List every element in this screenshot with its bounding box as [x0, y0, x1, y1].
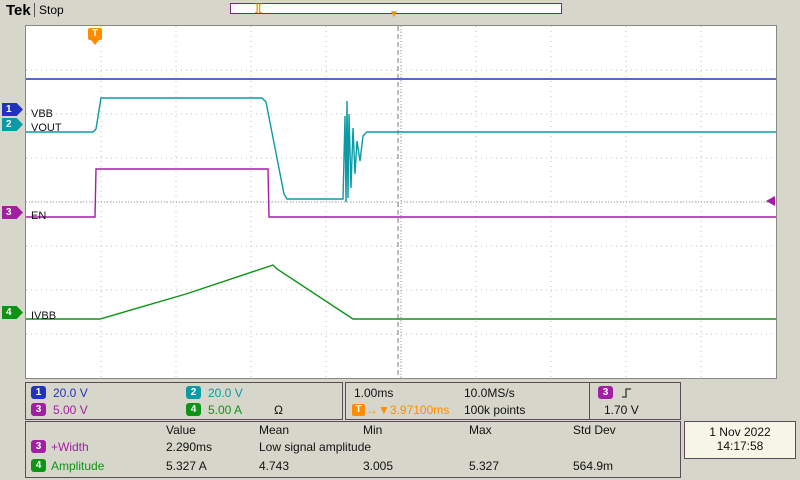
date-label: 1 Nov 2022 — [709, 425, 771, 439]
expansion-point-icon: ▼ — [389, 9, 399, 20]
sample-rate: 10.0MS/s — [464, 386, 515, 400]
col-header-mean: Mean — [259, 423, 290, 437]
horizontal-trigger-box: 1.00ms 10.0MS/s T →▼ 3.97100ms 100k poin… — [345, 382, 681, 420]
ch3-scale: 5.00 V — [53, 403, 88, 417]
position-flag-ch2[interactable]: 2 — [2, 118, 23, 131]
position-flag-ch1[interactable]: 1 — [2, 103, 23, 116]
meas-row2-badge: 4 — [31, 459, 46, 472]
col-header-value: Value — [166, 423, 196, 437]
meas-row2-max: 5.327 — [469, 459, 500, 473]
meas-row1-badge: 3 — [31, 440, 46, 453]
position-flag-ch3[interactable]: 3 — [2, 206, 23, 219]
graticule: T VBB VOUT EN IVBB — [25, 25, 777, 379]
trigger-position-marker[interactable]: T — [88, 28, 102, 45]
record-length: 100k points — [464, 403, 526, 417]
trigger-flag-icon[interactable]: T — [88, 28, 102, 40]
col-header-min: Min — [363, 423, 383, 437]
trigger-mini-flag-icon: T — [352, 404, 365, 416]
col-header-max: Max — [469, 423, 492, 437]
ch4-badge: 4 — [186, 403, 201, 416]
trigger-level: 1.70 V — [604, 403, 639, 417]
ch2-badge: 2 — [186, 386, 201, 399]
ch1-badge: 1 — [31, 386, 46, 399]
delay-readout: T →▼ 3.97100ms — [352, 403, 449, 417]
trace-label-ch2: VOUT — [31, 122, 62, 134]
ch2-trace — [26, 97, 776, 203]
ch4-impedance: Ω — [274, 403, 283, 417]
trigger-flag-stem-icon — [91, 40, 99, 45]
record-window-brackets-icon[interactable]: ][ — [255, 3, 262, 14]
ch3-trace — [26, 168, 776, 218]
delay-arrow-icon: →▼ — [366, 403, 390, 417]
meas-row2-min: 3.005 — [363, 459, 394, 473]
trigger-source-badge: 3 — [598, 386, 613, 399]
trace-label-ch4: IVBB — [31, 310, 57, 322]
ch2-scale: 20.0 V — [208, 386, 243, 400]
readout-divider — [589, 383, 590, 419]
time-label: 14:17:58 — [716, 439, 764, 453]
meas-row2-mean: 4.743 — [259, 459, 290, 473]
meas-row1-name: +Width — [51, 440, 89, 454]
trace-label-ch1: VBB — [31, 108, 54, 120]
brand-logo: Tek — [6, 2, 31, 19]
acquisition-status: Stop — [39, 3, 64, 17]
col-header-std: Std Dev — [573, 423, 616, 437]
timebase-scale: 1.00ms — [354, 386, 394, 400]
delay-value: 3.97100ms — [389, 403, 450, 417]
meas-row2-name: Amplitude — [51, 459, 105, 473]
meas-row2-std: 564.9m — [573, 459, 614, 473]
meas-row1-mean: Low signal amplitude — [259, 440, 372, 454]
ch4-scale: 5.00 A — [208, 403, 243, 417]
top-divider — [34, 3, 35, 17]
trigger-level-arrow-icon[interactable] — [766, 196, 775, 206]
ch3-badge: 3 — [31, 403, 46, 416]
datetime-box: 1 Nov 2022 14:17:58 — [684, 421, 796, 459]
meas-row2-value: 5.327 A — [166, 459, 207, 473]
position-flag-ch4[interactable]: 4 — [2, 306, 23, 319]
vertical-scale-box: 1 20.0 V 2 20.0 V 3 5.00 V 4 5.00 A Ω — [25, 382, 343, 420]
trace-label-ch3: EN — [31, 210, 47, 222]
meas-row1-value: 2.290ms — [166, 440, 213, 454]
waveform-plot — [26, 26, 776, 378]
record-view-bar[interactable]: ][ — [230, 3, 562, 14]
trigger-slope-icon — [622, 388, 631, 398]
ch1-scale: 20.0 V — [53, 386, 88, 400]
measurement-table: Value Mean Min Max Std Dev 3 +Width 2.29… — [25, 421, 681, 478]
ch4-trace — [26, 264, 776, 320]
